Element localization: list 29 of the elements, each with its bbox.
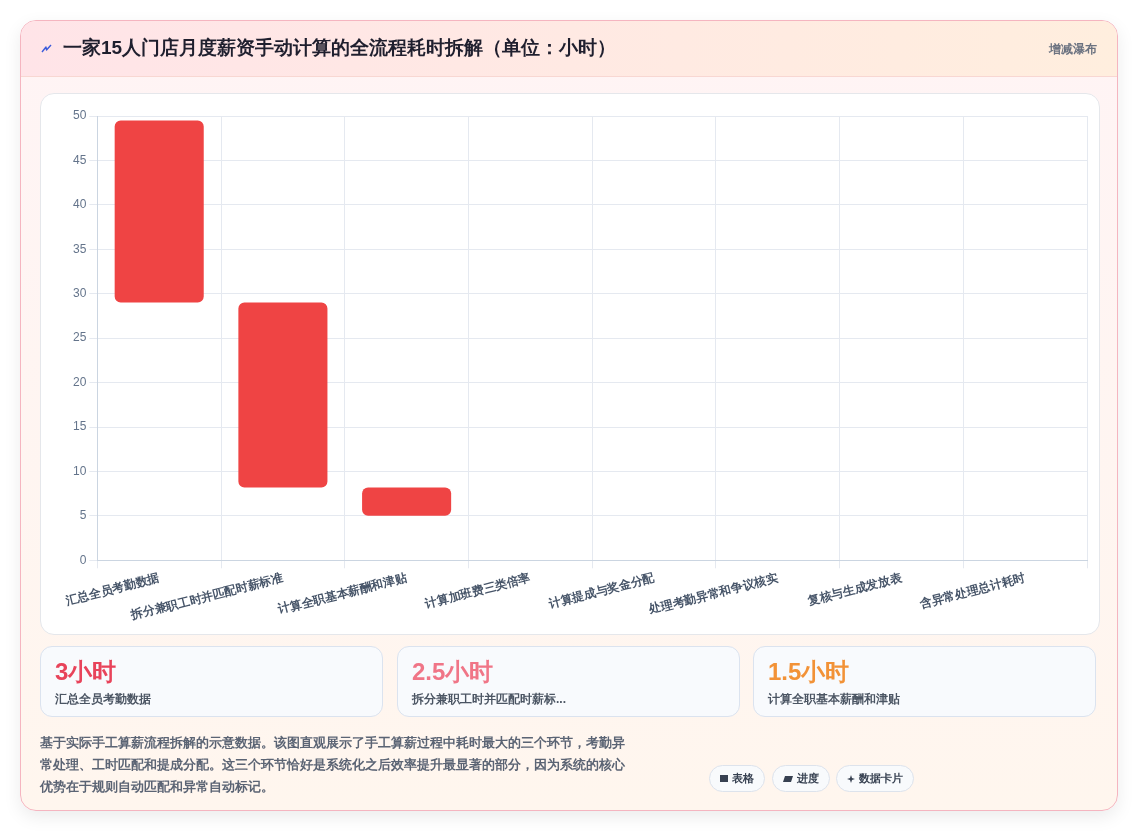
text: 2.5小时 [412,657,494,687]
x-tick-label: 复核与生成发放表 [805,570,904,608]
text: 汇总全员考勤数据 [55,691,151,708]
y-tick-label: 30 [72,286,87,301]
bar [114,120,204,303]
chart-title: 一家15人门店月度薪资手动计算的全流程耗时拆解（单位：小时） [63,36,617,60]
text: 3小时 [55,657,117,687]
y-tick-label: 50 [72,108,87,123]
text: 1.5小时 [768,657,850,687]
text: 计算全职基本薪酬和津贴 [768,691,900,708]
text: 表格 [732,771,754,786]
y-tick-label: 5 [79,508,87,523]
y-tick-label: 40 [72,197,87,212]
y-tick-label: 20 [72,374,87,389]
y-tick-label: 25 [72,330,87,345]
y-tick-label: 45 [72,152,87,167]
bar [238,302,328,488]
y-tick-label: 10 [72,463,87,478]
y-tick-label: 35 [72,241,87,256]
y-tick-label: 15 [72,419,87,434]
bar [362,487,452,516]
text: 拆分兼职工时并匹配时薪标... [412,691,567,708]
x-tick-label: 含异常处理总计耗时 [917,570,1027,611]
text: 数据卡片 [859,771,903,786]
text: 基于实际手工算薪流程拆解的示意数据。该图直观展示了手工算薪过程中耗时最大的三个环节，考勤异常处理、工时匹配和提成分配。这三个环节恰好是系统化之后效率提升最显著的部分，因为系统的核心优势在于规则自动匹配和异常自动标记。 [40,734,626,796]
x-tick-label: 计算加班费三类倍率 [422,570,532,611]
text: 增减瀑布 [1049,41,1097,58]
y-tick-label: 0 [79,552,87,567]
text: 进度 [797,771,819,786]
